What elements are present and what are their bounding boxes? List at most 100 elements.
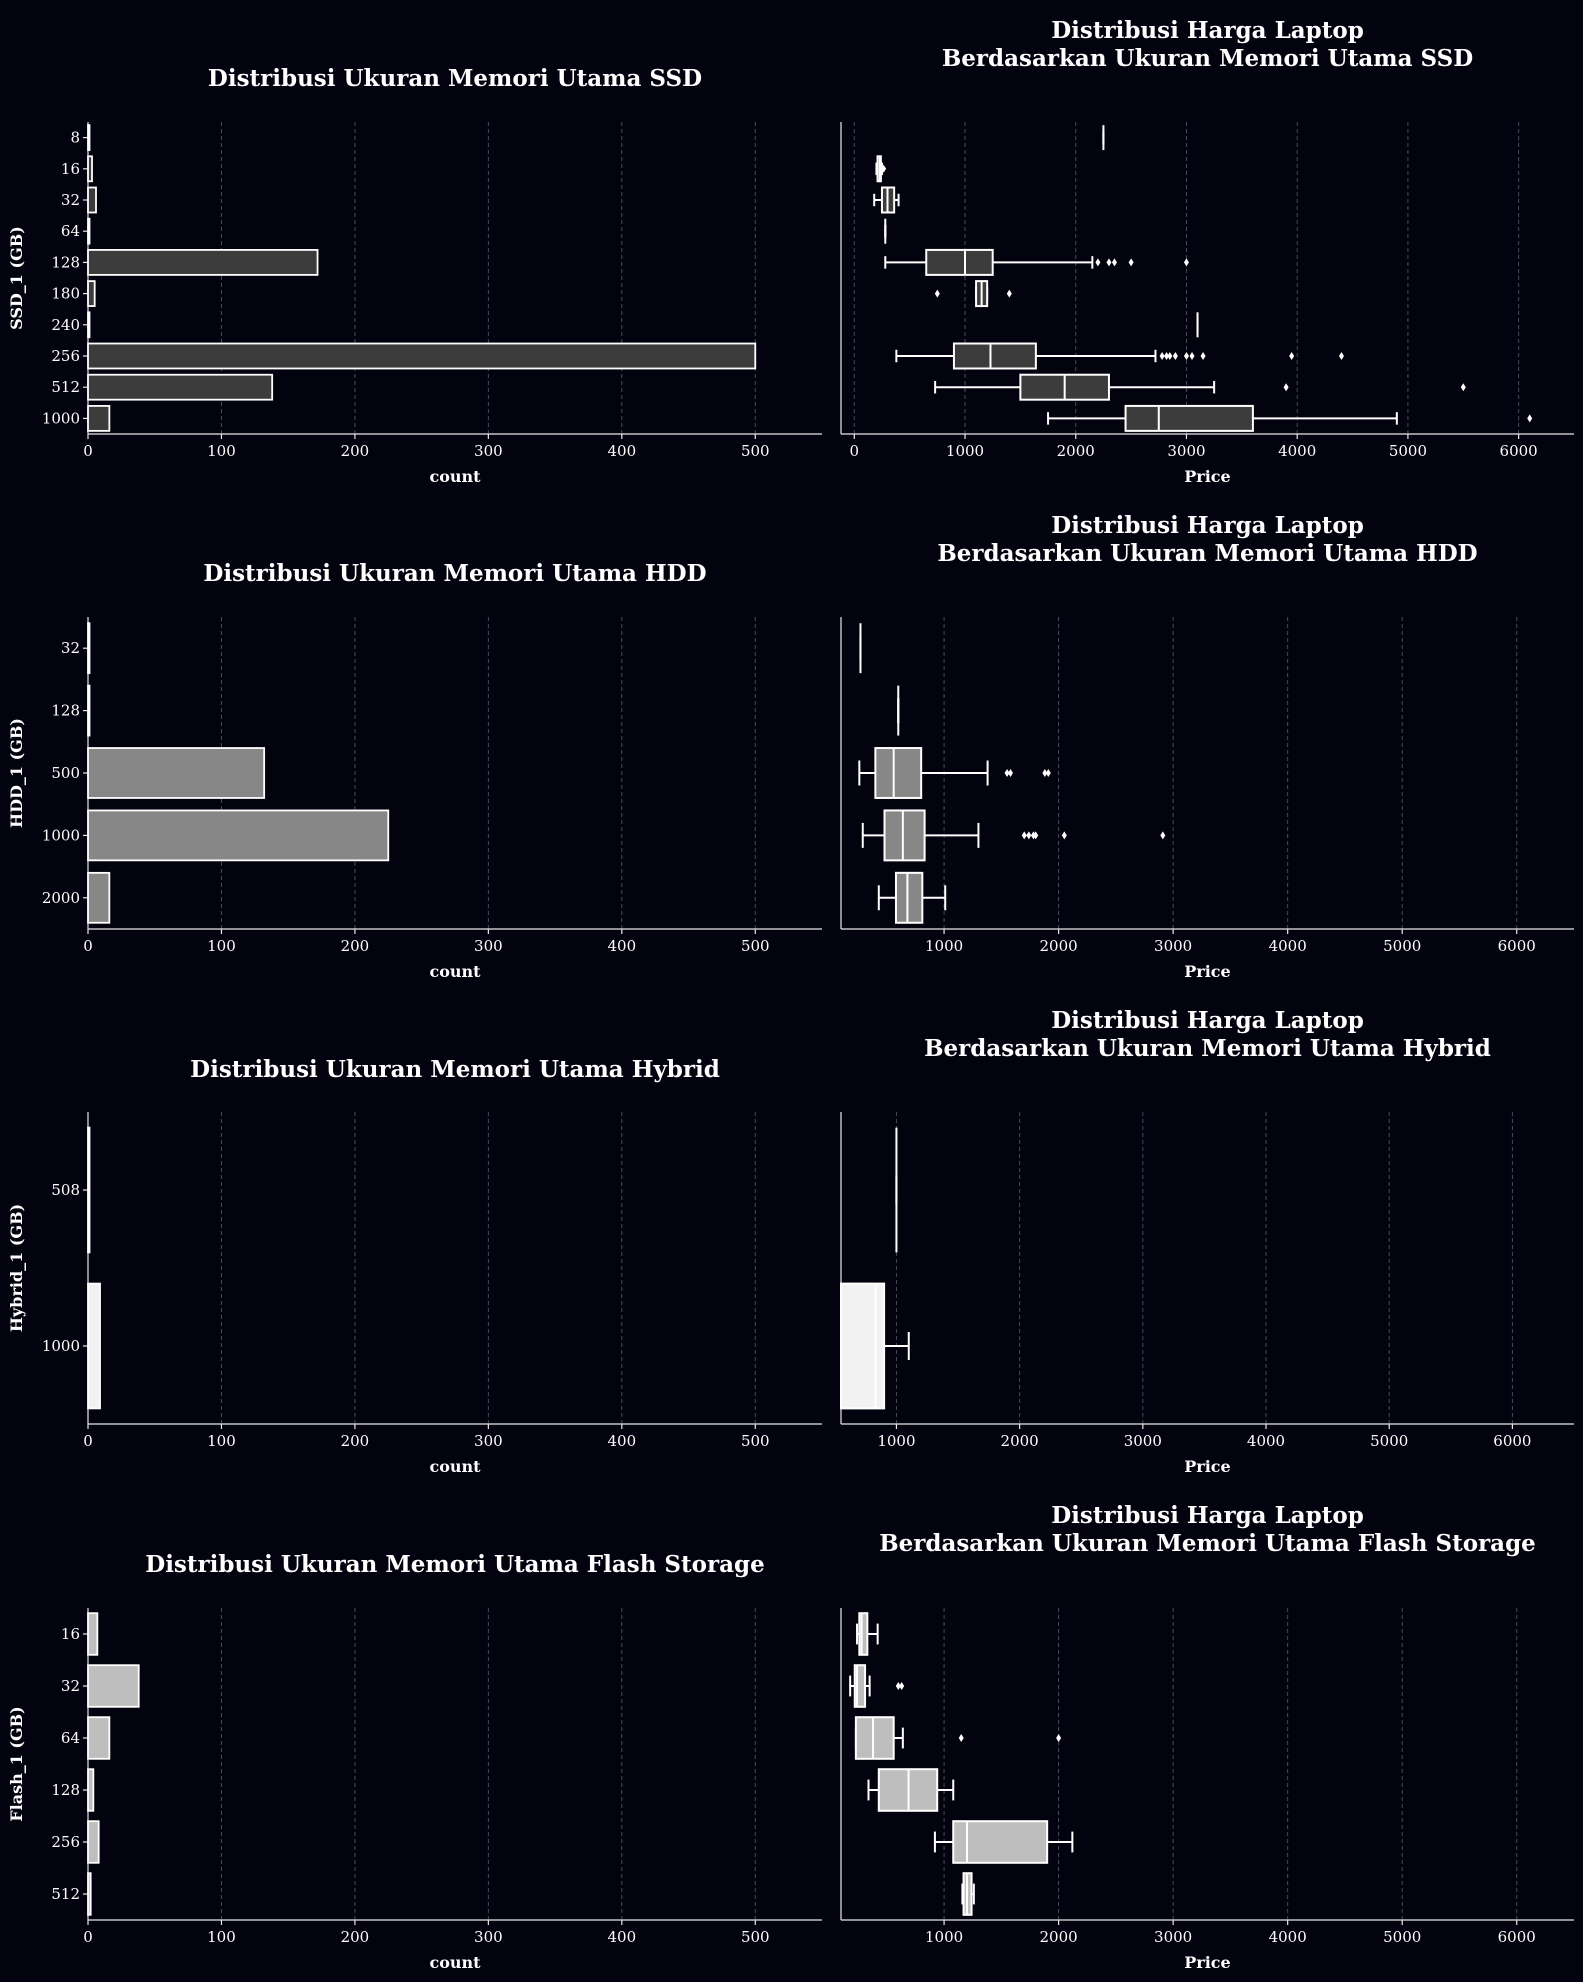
box	[952, 342, 1037, 370]
bar	[87, 124, 91, 151]
x-tick-label: 1000	[925, 1928, 963, 1946]
y-tick-label: 128	[51, 253, 80, 271]
box-plot	[861, 809, 1166, 862]
y-tick-label: 256	[51, 1833, 80, 1851]
bar	[87, 405, 111, 432]
y-tick-label: 512	[51, 378, 80, 396]
outlier-point	[1111, 258, 1117, 267]
chart-title: Distribusi Harga Laptop	[1051, 1502, 1364, 1529]
bar	[87, 373, 274, 401]
x-axis-label: count	[429, 1457, 481, 1476]
x-tick-label: 6000	[1498, 937, 1536, 955]
outlier-point	[1164, 352, 1170, 360]
x-tick-label: 100	[207, 442, 236, 460]
panel-5: Distribusi Ukuran Memori Utama Hybrid 0 10…	[7, 1056, 822, 1476]
outlier-point	[1026, 831, 1032, 840]
bar	[87, 1664, 140, 1708]
x-tick-label: 6000	[1493, 1432, 1531, 1450]
chart-title: Distribusi Harga Laptop	[1051, 1007, 1364, 1034]
box	[952, 1820, 1049, 1864]
box-plot	[933, 1820, 1074, 1864]
box-plot	[877, 871, 947, 924]
x-tick-label: 200	[341, 1432, 370, 1450]
box-plot	[934, 280, 1012, 308]
box-plot	[854, 1716, 1062, 1760]
x-tick-label: 6000	[1500, 442, 1538, 460]
x-tick-label: 3000	[1167, 442, 1205, 460]
box-plot	[849, 1664, 905, 1708]
y-tick-label: 32	[61, 191, 80, 209]
bar	[87, 1282, 101, 1410]
outlier-point	[1200, 352, 1206, 360]
outlier-point	[1159, 352, 1165, 360]
outlier-point	[1172, 352, 1178, 360]
y-tick-label: 1000	[42, 826, 80, 844]
y-tick-label: 508	[51, 1181, 80, 1199]
bar	[87, 1716, 111, 1760]
x-tick-label: 5000	[1383, 1928, 1421, 1946]
x-tick-label: 400	[607, 442, 636, 460]
outlier-point	[1008, 769, 1014, 777]
y-tick-label: 1000	[42, 1337, 80, 1355]
outlier-point	[881, 164, 887, 173]
y-tick-label: 2000	[42, 889, 80, 907]
box-plot	[884, 248, 1189, 276]
bar	[87, 217, 91, 245]
box	[1124, 404, 1254, 432]
y-tick-label: 16	[61, 160, 80, 178]
bar	[87, 311, 91, 339]
box	[840, 1282, 886, 1410]
x-tick-label: 0	[83, 1928, 93, 1946]
outlier-point	[1160, 831, 1166, 840]
y-tick-label: 64	[61, 222, 80, 240]
chart-title: Distribusi Harga Laptop	[1051, 512, 1364, 539]
panel-7: Distribusi Ukuran Memori Utama Flash Sto…	[7, 1551, 822, 1972]
box-plot	[867, 1768, 955, 1812]
chart-title: Distribusi Ukuran Memori Utama Hybrid	[190, 1056, 720, 1083]
outlier-point	[1183, 352, 1189, 360]
box-plot	[873, 186, 900, 214]
outlier-point	[1167, 352, 1173, 360]
x-axis-label: Price	[1184, 1457, 1230, 1476]
y-tick-label: 32	[61, 639, 80, 657]
y-axis-label: Flash_1 (GB)	[7, 1706, 26, 1821]
outlier-point	[1183, 258, 1189, 267]
x-tick-label: 5000	[1389, 442, 1427, 460]
x-tick-label: 1000	[877, 1432, 915, 1450]
box-plot	[856, 1612, 879, 1656]
box	[925, 248, 994, 276]
x-tick-label: 100	[207, 1928, 236, 1946]
x-tick-label: 3000	[1154, 1928, 1192, 1946]
outlier-point	[1283, 383, 1289, 392]
bar	[87, 747, 266, 799]
y-tick-label: 500	[51, 764, 80, 782]
box-plot	[858, 747, 1051, 799]
box-plot	[840, 1282, 910, 1410]
x-tick-label: 300	[474, 937, 503, 955]
outlier-point	[1460, 383, 1466, 392]
y-tick-label: 64	[61, 1729, 80, 1747]
x-tick-label: 0	[83, 442, 93, 460]
y-tick-label: 512	[51, 1885, 80, 1903]
outlier-point	[1106, 258, 1112, 267]
x-tick-label: 0	[83, 1432, 93, 1450]
outlier-point	[1021, 831, 1027, 840]
x-axis-label: count	[429, 1953, 481, 1972]
outlier-point	[958, 1734, 964, 1742]
outlier-point	[895, 1682, 901, 1690]
chart-title: Distribusi Harga Laptop	[1051, 17, 1364, 44]
chart-title: Distribusi Ukuran Memori Utama SSD	[208, 65, 702, 92]
x-tick-label: 3000	[1124, 1432, 1162, 1450]
outlier-point	[934, 289, 940, 298]
y-axis-label: SSD_1 (GB)	[7, 226, 26, 330]
bar	[87, 1872, 92, 1916]
bar	[87, 280, 96, 307]
x-tick-label: 400	[607, 1432, 636, 1450]
x-tick-label: 200	[341, 1928, 370, 1946]
x-axis-label: count	[429, 962, 481, 981]
x-tick-label: 6000	[1498, 1928, 1536, 1946]
box-plot	[961, 1872, 975, 1916]
box	[853, 1664, 867, 1708]
